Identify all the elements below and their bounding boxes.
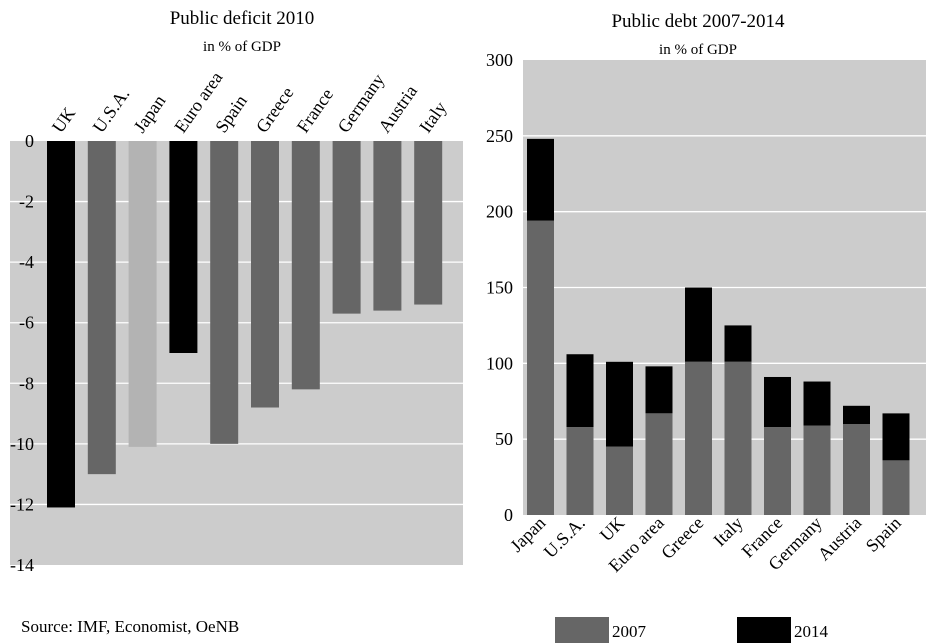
y-tick-label: -2 xyxy=(19,192,34,212)
y-tick-label: -10 xyxy=(10,434,34,454)
y-tick-label: 250 xyxy=(486,126,513,146)
bar-2007 xyxy=(882,460,910,515)
bar-2007 xyxy=(764,427,791,515)
category-label: UK xyxy=(48,104,79,137)
bar xyxy=(251,141,279,408)
category-label: U.S.A. xyxy=(540,513,589,562)
bar-2014 xyxy=(606,361,633,447)
bar xyxy=(291,141,320,390)
left-chart-title: Public deficit 2010 xyxy=(170,8,315,29)
category-label: Italy xyxy=(415,98,450,137)
bar-2014 xyxy=(803,381,831,426)
bar xyxy=(210,141,239,444)
bar-2014 xyxy=(724,325,752,362)
source-note: Source: IMF, Economist, OeNB xyxy=(21,617,239,636)
bar xyxy=(373,141,402,311)
category-label: Spain xyxy=(211,91,251,136)
public-deficit-chart: 0-2-4-6-8-10-12-14 UK U.S.A.Japan Euro are… xyxy=(10,8,463,575)
legend-label-2007: 2007 xyxy=(612,622,647,641)
y-tick-labels: 0 50 100 150 200 250 300 xyxy=(486,50,513,525)
right-chart-title: Public debt 2007-2014 xyxy=(611,11,785,32)
bar xyxy=(169,141,198,353)
bar-2014 xyxy=(882,413,910,461)
category-label: Spain xyxy=(862,513,905,556)
bar-2007 xyxy=(803,425,831,515)
bar xyxy=(47,141,75,508)
legend: 2007 2014 xyxy=(555,617,829,643)
y-tick-label: 300 xyxy=(486,50,513,70)
bar-2007 xyxy=(527,220,554,515)
category-label: Greece xyxy=(252,83,298,136)
legend-swatch-2014 xyxy=(737,617,791,643)
bar-2007 xyxy=(843,424,870,515)
bar-2014 xyxy=(843,405,870,424)
bar-2014 xyxy=(645,366,673,414)
bar xyxy=(414,141,443,305)
y-tick-label: -6 xyxy=(19,313,34,333)
bar-2007 xyxy=(566,427,594,515)
legend-swatch-2007 xyxy=(555,617,609,643)
bar-2014 xyxy=(566,354,594,428)
y-tick-label: -14 xyxy=(10,555,34,575)
y-tick-label: 50 xyxy=(495,429,513,449)
category-label: Austria xyxy=(814,513,866,565)
right-chart-subtitle: in % of GDP xyxy=(659,42,737,58)
bar-2007 xyxy=(685,361,712,515)
bar-2014 xyxy=(527,138,554,221)
y-tick-label: 100 xyxy=(486,353,513,373)
y-tick-label: 0 xyxy=(504,505,513,525)
bar xyxy=(332,141,361,314)
bars xyxy=(47,141,443,508)
bar-2007 xyxy=(645,413,673,515)
y-tick-label: 150 xyxy=(486,278,513,298)
category-label: U.S.A. xyxy=(89,84,134,136)
category-label: France xyxy=(293,85,337,137)
y-tick-label: -8 xyxy=(19,373,34,393)
bar-2014 xyxy=(685,287,712,362)
y-tick-label: -4 xyxy=(19,252,34,272)
left-chart-subtitle: in % of GDP xyxy=(203,39,281,55)
bar xyxy=(128,141,157,447)
bar-2014 xyxy=(764,376,791,428)
y-tick-label: 0 xyxy=(25,131,34,151)
category-label: UK xyxy=(596,513,629,546)
y-tick-labels: 0 -2 -4 -6 -8 -10 -12 -14 xyxy=(10,131,34,575)
bar xyxy=(87,141,116,475)
bar-2007 xyxy=(606,446,633,515)
category-label: Greece xyxy=(657,513,707,563)
y-tick-label: 200 xyxy=(486,202,513,222)
stacked-bars xyxy=(527,138,910,515)
y-tick-label: -12 xyxy=(10,494,34,514)
category-label: Japan xyxy=(129,91,169,136)
bar-2007 xyxy=(724,361,752,515)
legend-label-2014: 2014 xyxy=(794,622,829,641)
